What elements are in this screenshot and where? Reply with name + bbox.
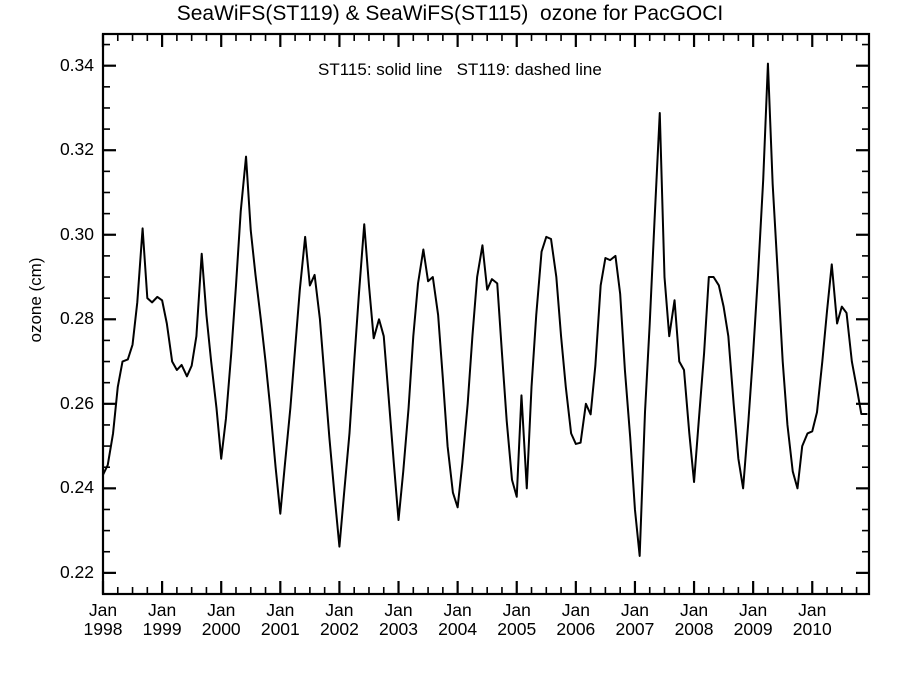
x-tick-year: 2002 — [319, 619, 359, 639]
x-tick-month: Jan — [502, 600, 531, 620]
y-tick-label: 0.28 — [59, 308, 94, 329]
x-tick-year: 2007 — [615, 619, 655, 639]
x-tick-label: Jan 2008 — [654, 601, 734, 639]
y-tick-label: 0.24 — [59, 477, 94, 498]
x-tick-year: 2010 — [792, 619, 832, 639]
x-tick-month: Jan — [739, 600, 768, 620]
x-tick-month: Jan — [384, 600, 413, 620]
chart-title: SeaWiFS(ST119) & SeaWiFS(ST115) ozone fo… — [176, 2, 724, 25]
x-tick-label: Jan 2003 — [359, 601, 439, 639]
x-tick-month: Jan — [620, 600, 650, 620]
x-tick-label: Jan 2009 — [713, 601, 793, 639]
x-tick-month: Jan — [679, 600, 709, 620]
x-tick-year: 2003 — [379, 619, 418, 639]
x-tick-year: 1998 — [83, 619, 123, 639]
series-line-st115 — [102, 62, 868, 557]
x-tick-label: Jan 2010 — [772, 601, 852, 639]
x-tick-year: 2006 — [556, 619, 596, 639]
x-tick-month: Jan — [325, 600, 354, 620]
plot-border — [101, 32, 871, 596]
y-tick-label: 0.34 — [59, 54, 94, 75]
x-tick-label: Jan 2007 — [595, 601, 675, 639]
x-tick-year: 1999 — [142, 619, 182, 639]
x-tick-year: 2001 — [260, 619, 300, 639]
x-tick-year: 2000 — [201, 619, 241, 639]
axis-ticks — [101, 34, 869, 594]
x-tick-month: Jan — [88, 600, 118, 620]
y-tick-label: 0.22 — [59, 561, 94, 582]
x-tick-label: Jan 2004 — [418, 601, 498, 639]
x-tick-month: Jan — [443, 600, 472, 620]
x-tick-year: 2005 — [497, 619, 537, 639]
x-tick-label: Jan 1999 — [122, 601, 202, 639]
y-tick-label: 0.30 — [59, 223, 94, 244]
x-tick-label: Jan 1998 — [63, 601, 143, 639]
y-tick-label: 0.26 — [59, 392, 94, 413]
legend-annotation: ST115: solid line ST119: dashed line — [318, 60, 602, 79]
x-tick-label: Jan 2006 — [536, 601, 616, 639]
x-tick-month: Jan — [798, 600, 827, 620]
data-series-group — [102, 62, 868, 557]
axis-frame — [101, 32, 871, 596]
y-tick-label-group: 0.22 0.24 0.26 0.28 0.30 0.32 0.34 — [32, 0, 94, 675]
x-tick-month: Jan — [207, 600, 236, 620]
x-tick-year: 2009 — [733, 619, 773, 639]
x-tick-month: Jan — [147, 600, 177, 620]
x-tick-label: Jan 2005 — [477, 601, 557, 639]
x-tick-year: 2008 — [674, 619, 714, 639]
x-tick-label: Jan 2002 — [299, 601, 379, 639]
y-tick-label: 0.32 — [59, 139, 94, 160]
x-tick-month: Jan — [266, 600, 295, 620]
x-tick-label: Jan 2000 — [181, 601, 261, 639]
x-tick-year: 2004 — [438, 619, 478, 639]
x-tick-month: Jan — [561, 600, 590, 620]
x-tick-label: Jan 2001 — [240, 601, 320, 639]
